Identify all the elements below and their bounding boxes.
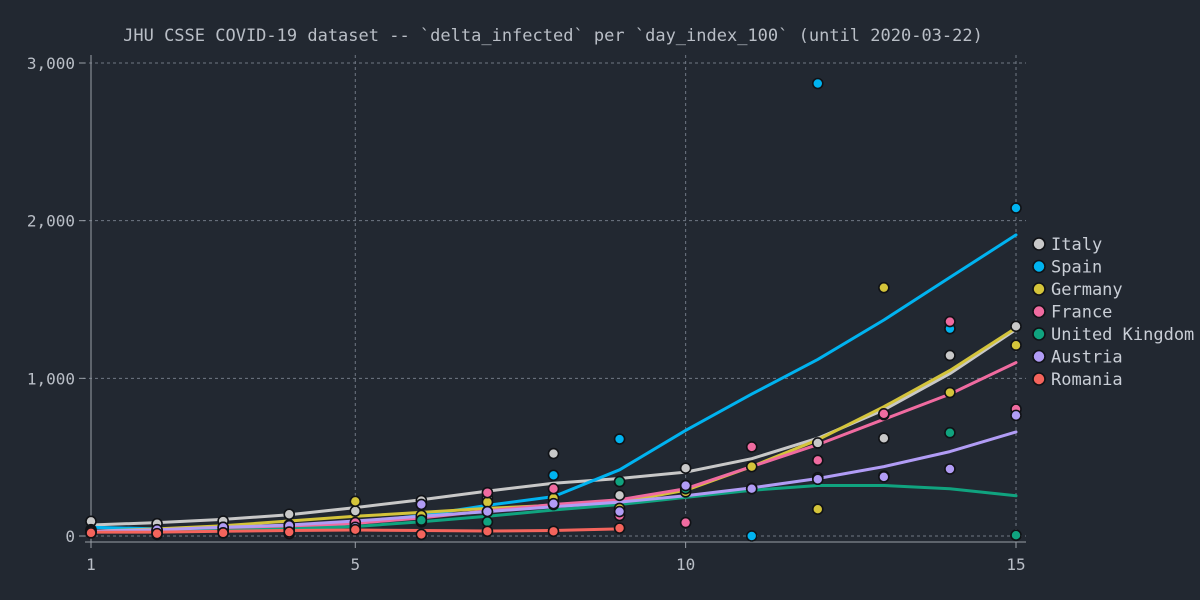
data-point: [415, 514, 428, 527]
data-point: [1010, 320, 1022, 333]
data-point: [811, 77, 824, 90]
legend-label: France: [1051, 303, 1112, 323]
x-tick-label: 1: [86, 555, 96, 574]
data-point: [745, 460, 758, 473]
data-point: [547, 525, 560, 538]
data-points: [85, 77, 1022, 542]
data-point: [745, 482, 758, 495]
data-point: [481, 496, 494, 508]
x-tick-label: 10: [676, 555, 695, 574]
data-point: [1010, 409, 1022, 422]
data-point: [547, 469, 560, 482]
data-point: [349, 505, 362, 517]
legend-marker: [1032, 259, 1046, 274]
data-point: [679, 479, 692, 492]
data-point: [878, 408, 890, 420]
data-point: [613, 475, 626, 488]
data-point: [944, 349, 956, 362]
data-point: [481, 516, 494, 528]
data-point: [85, 527, 97, 539]
data-point: [745, 530, 758, 542]
data-point: [679, 516, 692, 529]
data-point: [878, 471, 890, 483]
data-point: [613, 433, 626, 445]
data-point: [811, 473, 824, 486]
data-point: [679, 462, 692, 475]
y-tick-label: 1,000: [27, 369, 75, 388]
legend-label: Spain: [1051, 258, 1102, 278]
legend-marker: [1032, 304, 1046, 319]
data-point: [613, 505, 626, 518]
data-point: [944, 315, 956, 328]
data-point: [745, 441, 758, 453]
data-point: [811, 503, 824, 515]
legend-label: Germany: [1051, 280, 1123, 300]
data-point: [547, 447, 560, 460]
data-point: [944, 426, 956, 439]
data-point: [415, 498, 428, 511]
data-point: [151, 527, 163, 540]
legend-marker: [1032, 372, 1046, 386]
data-point: [415, 528, 428, 541]
data-point: [217, 527, 229, 539]
grid: [83, 55, 1026, 537]
data-point: [481, 505, 494, 518]
data-point: [613, 522, 626, 534]
x-tick-label: 5: [350, 555, 360, 574]
legend-label: Romania: [1051, 370, 1123, 390]
legend-label: Italy: [1051, 235, 1102, 255]
legend-marker: [1032, 349, 1046, 364]
data-point: [1010, 202, 1022, 214]
data-point: [613, 489, 626, 502]
y-tick-label: 3,000: [27, 54, 75, 73]
y-tick-label: 0: [65, 527, 75, 546]
series-line: [89, 430, 1018, 533]
x-tick-label: 15: [1006, 555, 1025, 574]
y-tick-label: 2,000: [27, 212, 75, 231]
data-point: [547, 482, 560, 495]
data-point: [349, 495, 362, 508]
data-point: [944, 463, 956, 475]
chart-title: JHU CSSE COVID-19 dataset -- `delta_infe…: [123, 26, 983, 46]
legend-label: Austria: [1051, 348, 1123, 368]
data-point: [1010, 529, 1022, 542]
data-point: [349, 523, 362, 536]
legend-marker: [1032, 282, 1046, 296]
data-point: [878, 281, 890, 294]
data-point: [1010, 339, 1022, 352]
data-point: [944, 386, 956, 399]
data-point: [283, 508, 296, 521]
data-point: [481, 525, 494, 538]
legend-marker: [1032, 237, 1046, 251]
legend-marker: [1032, 327, 1046, 341]
data-point: [811, 454, 824, 467]
legend-label: United Kingdom: [1051, 325, 1194, 345]
data-point: [811, 437, 824, 449]
data-point: [283, 526, 296, 538]
data-point: [481, 486, 494, 499]
data-point: [878, 432, 890, 445]
data-point: [547, 497, 560, 510]
